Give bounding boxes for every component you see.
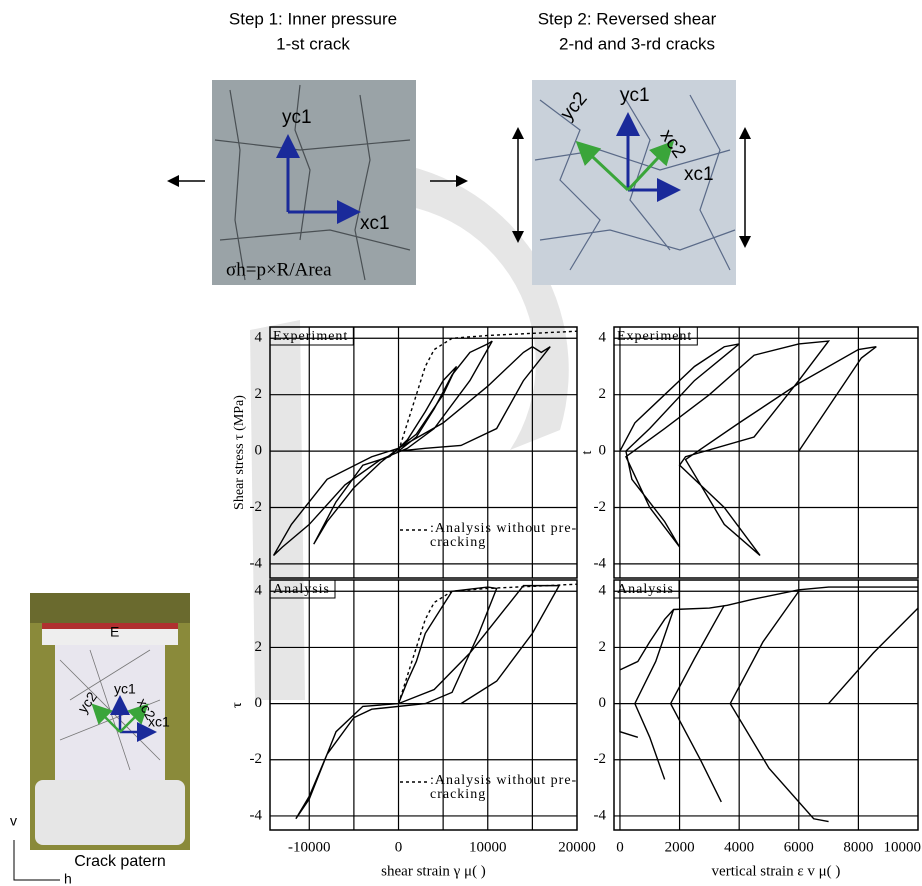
photo-label: xc1 — [360, 213, 390, 234]
panel-label: Experiment — [617, 329, 692, 344]
y-tick-label: 4 — [599, 583, 607, 599]
y-axis-label: Shear stress τ (MPa) — [232, 395, 247, 510]
panel-label: Experiment — [273, 329, 348, 344]
y-tick-label: -2 — [250, 499, 263, 515]
x-axis-label: vertical strain ε v μ( ) — [712, 863, 841, 879]
panel-label: Analysis — [617, 582, 674, 597]
y-tick-label: -4 — [594, 807, 607, 823]
y-tick-label: -4 — [250, 555, 263, 571]
page: {"figure":{"step1_title":"Step 1: Inner … — [0, 0, 922, 886]
photo-label: E — [110, 624, 119, 640]
y-tick-label: 0 — [599, 443, 607, 459]
x-tick-label: 10000 — [884, 839, 922, 855]
y-tick-label: 2 — [255, 386, 263, 402]
series-line — [730, 591, 828, 821]
y-tick-label: 2 — [599, 639, 607, 655]
y-tick-label: 4 — [255, 583, 263, 599]
photo-label: yc1 — [620, 85, 650, 106]
legend-label: :Analysis without pre-cracking — [430, 522, 580, 550]
x-axis-label: shear strain γ μ( ) — [381, 863, 486, 879]
step2-title: Step 2: Reversed shear — [538, 9, 717, 28]
photo-step1: yc1 xc1 σh=p×R/Area — [212, 80, 416, 285]
axis-label: h — [64, 871, 72, 886]
y-tick-label: 4 — [255, 330, 263, 346]
y-tick-label: -2 — [594, 499, 607, 515]
y-tick-label: 0 — [599, 695, 607, 711]
x-tick-label: 20000 — [558, 839, 596, 855]
photo-label: xc1 — [148, 714, 170, 730]
y-tick-label: 2 — [255, 639, 263, 655]
legend-label: :Analysis without pre-cracking — [430, 774, 580, 802]
step1-title: Step 1: Inner pressure — [229, 9, 397, 28]
x-tick-label: 6000 — [784, 839, 814, 855]
photo-specimen: E yc1 yc2 xc2 xc1 — [30, 593, 190, 850]
x-tick-label: 8000 — [843, 839, 873, 855]
y-tick-label: 2 — [599, 386, 607, 402]
y-tick-label: -2 — [594, 751, 607, 767]
y-axis-label: t — [580, 450, 595, 454]
step1-sub: 1-st crack — [276, 34, 350, 53]
photo-label: yc1 — [114, 681, 136, 697]
x-tick-label: 0 — [395, 839, 403, 855]
figure: Step 1: Inner pressure 1-st crack Step 2… — [0, 0, 922, 886]
series-line — [620, 709, 638, 737]
photo-label: yc1 — [282, 107, 312, 128]
axes-frame — [614, 580, 918, 830]
series-line — [314, 366, 457, 544]
series-line — [620, 341, 876, 555]
axis-label: v — [10, 813, 17, 829]
y-axis-label: τ — [230, 702, 245, 708]
series-line — [829, 608, 918, 704]
y-tick-label: -2 — [250, 751, 263, 767]
y-tick-label: 0 — [255, 443, 263, 459]
chart: -4 -2 0 2 4 0 2000 4000 6000 8000 10000 Analysis τ ve… — [230, 580, 921, 879]
series-line — [620, 587, 918, 670]
y-tick-label: 4 — [599, 330, 607, 346]
x-tick-label: 10000 — [469, 839, 507, 855]
x-tick-label: 0 — [616, 839, 624, 855]
axes-frame — [614, 327, 918, 578]
step2-sub: 2-nd and 3-rd cracks — [559, 34, 715, 53]
x-tick-label: 2000 — [665, 839, 695, 855]
panel-label: Analysis — [273, 582, 330, 597]
photo-label: σh=p×R/Area — [226, 259, 332, 280]
y-tick-label: 0 — [255, 695, 263, 711]
chart: -4 -2 0 2 4 Experiment t — [580, 327, 918, 578]
caption: Crack patern — [74, 853, 166, 870]
y-tick-label: -4 — [594, 555, 607, 571]
x-tick-label: 4000 — [724, 839, 754, 855]
photo-label: xc1 — [684, 164, 714, 185]
y-tick-label: -4 — [250, 807, 263, 823]
x-tick-label: -10000 — [288, 839, 331, 855]
photo-step2: yc1 yc2 xc2 xc1 — [532, 80, 736, 285]
